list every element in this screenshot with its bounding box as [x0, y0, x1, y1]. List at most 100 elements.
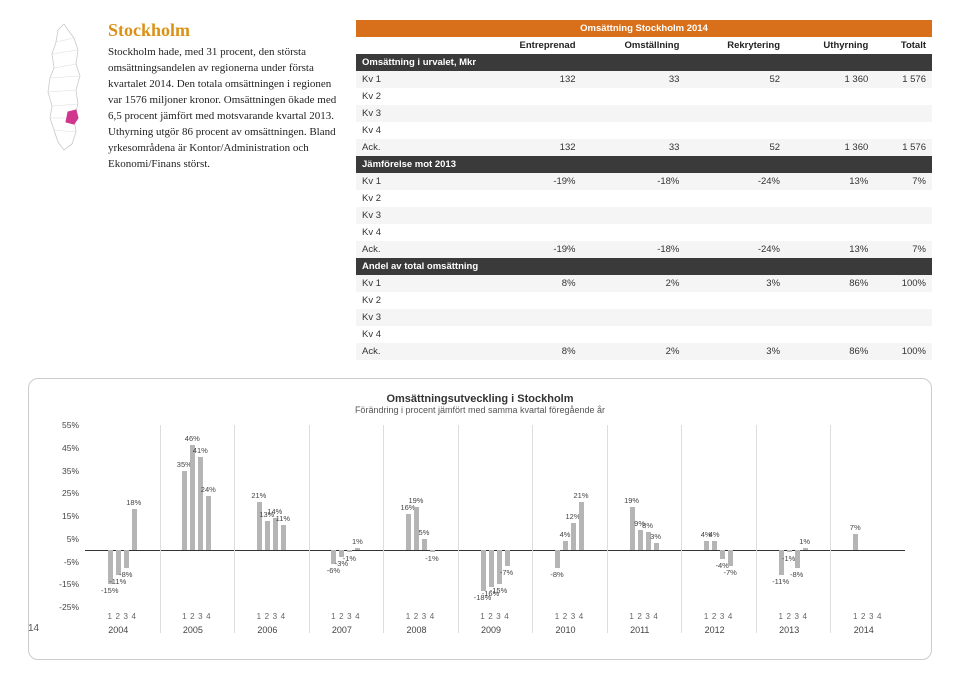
cell [874, 105, 932, 122]
bar [638, 530, 643, 550]
region-heading: Stockholm [108, 20, 338, 41]
y-axis-label: 45% [49, 443, 79, 453]
bar [481, 550, 486, 591]
quarter-label: 4 [278, 612, 288, 621]
cell: 52 [685, 139, 786, 156]
bar [654, 543, 659, 550]
section-header: Andel av total omsättning [356, 258, 932, 275]
bar [406, 514, 411, 550]
cell: 100% [874, 275, 932, 292]
cell [582, 224, 686, 241]
cell: 100% [874, 343, 932, 360]
year-label: 2006 [257, 625, 277, 635]
cell [476, 88, 582, 105]
cell [786, 326, 874, 343]
cell [476, 190, 582, 207]
quarter-label: 4 [800, 612, 810, 621]
group-divider [830, 425, 831, 633]
cell: 3% [685, 275, 786, 292]
bar-value-label: 21% [570, 491, 592, 500]
row-label: Kv 3 [356, 207, 476, 224]
bar [124, 550, 129, 568]
cell: 7% [874, 241, 932, 258]
bar-value-label: 3% [645, 532, 667, 541]
quarter-label: 4 [129, 612, 139, 621]
chart-title: Omsättningsutveckling i Stockholm [47, 393, 913, 405]
cell [476, 224, 582, 241]
cell: -24% [685, 173, 786, 190]
bar-value-label: -7% [719, 568, 741, 577]
bar-value-label: 11% [272, 514, 294, 523]
cell: 13% [786, 173, 874, 190]
bar-value-label: 1% [794, 537, 816, 546]
cell [685, 224, 786, 241]
bar [712, 541, 717, 550]
bar [206, 496, 211, 551]
bar [198, 457, 203, 550]
bar-value-label: 18% [123, 498, 145, 507]
cell [786, 105, 874, 122]
bar [571, 523, 576, 550]
quarter-label: 4 [203, 612, 213, 621]
row-label: Kv 1 [356, 71, 476, 88]
cell: 2% [582, 343, 686, 360]
bar [132, 509, 137, 550]
cell [786, 88, 874, 105]
bar-value-label: 19% [621, 496, 643, 505]
cell: 132 [476, 71, 582, 88]
group-divider [309, 425, 310, 633]
cell [786, 292, 874, 309]
cell [786, 190, 874, 207]
row-label: Kv 1 [356, 173, 476, 190]
bar [720, 550, 725, 559]
region-map [28, 20, 100, 160]
y-axis-label: 25% [49, 488, 79, 498]
bar [563, 541, 568, 550]
bar [422, 539, 427, 550]
cell [582, 326, 686, 343]
cell [582, 190, 686, 207]
cell [685, 309, 786, 326]
bar [281, 525, 286, 550]
bar [355, 548, 360, 550]
cell: 7% [874, 173, 932, 190]
cell [786, 224, 874, 241]
year-label: 2012 [705, 625, 725, 635]
cell [582, 105, 686, 122]
group-divider [458, 425, 459, 633]
cell [685, 326, 786, 343]
bar-value-label: 8% [637, 521, 659, 530]
col-header: Uthyrning [786, 37, 874, 54]
year-label: 2004 [108, 625, 128, 635]
cell [476, 292, 582, 309]
cell: 86% [786, 343, 874, 360]
quarter-label: 4 [352, 612, 362, 621]
cell: 13% [786, 241, 874, 258]
quarter-label: 4 [651, 612, 661, 621]
group-divider [234, 425, 235, 633]
bar-value-label: -8% [115, 570, 137, 579]
bar-value-label: -8% [786, 570, 808, 579]
cell [874, 88, 932, 105]
bar-value-label: 1% [346, 537, 368, 546]
row-label: Kv 4 [356, 122, 476, 139]
year-label: 2009 [481, 625, 501, 635]
row-label: Ack. [356, 343, 476, 360]
cell [582, 207, 686, 224]
bar [579, 502, 584, 550]
y-axis-label: 55% [49, 420, 79, 430]
cell [685, 190, 786, 207]
cell: 33 [582, 139, 686, 156]
cell [582, 88, 686, 105]
bar-value-label: 24% [197, 485, 219, 494]
cell [685, 292, 786, 309]
quarter-label: 4 [502, 612, 512, 621]
cell [582, 309, 686, 326]
cell: 1 360 [786, 139, 874, 156]
bar-value-label: 7% [844, 523, 866, 532]
year-label: 2007 [332, 625, 352, 635]
cell [874, 190, 932, 207]
row-label: Kv 3 [356, 309, 476, 326]
bar [555, 550, 560, 568]
cell [874, 207, 932, 224]
